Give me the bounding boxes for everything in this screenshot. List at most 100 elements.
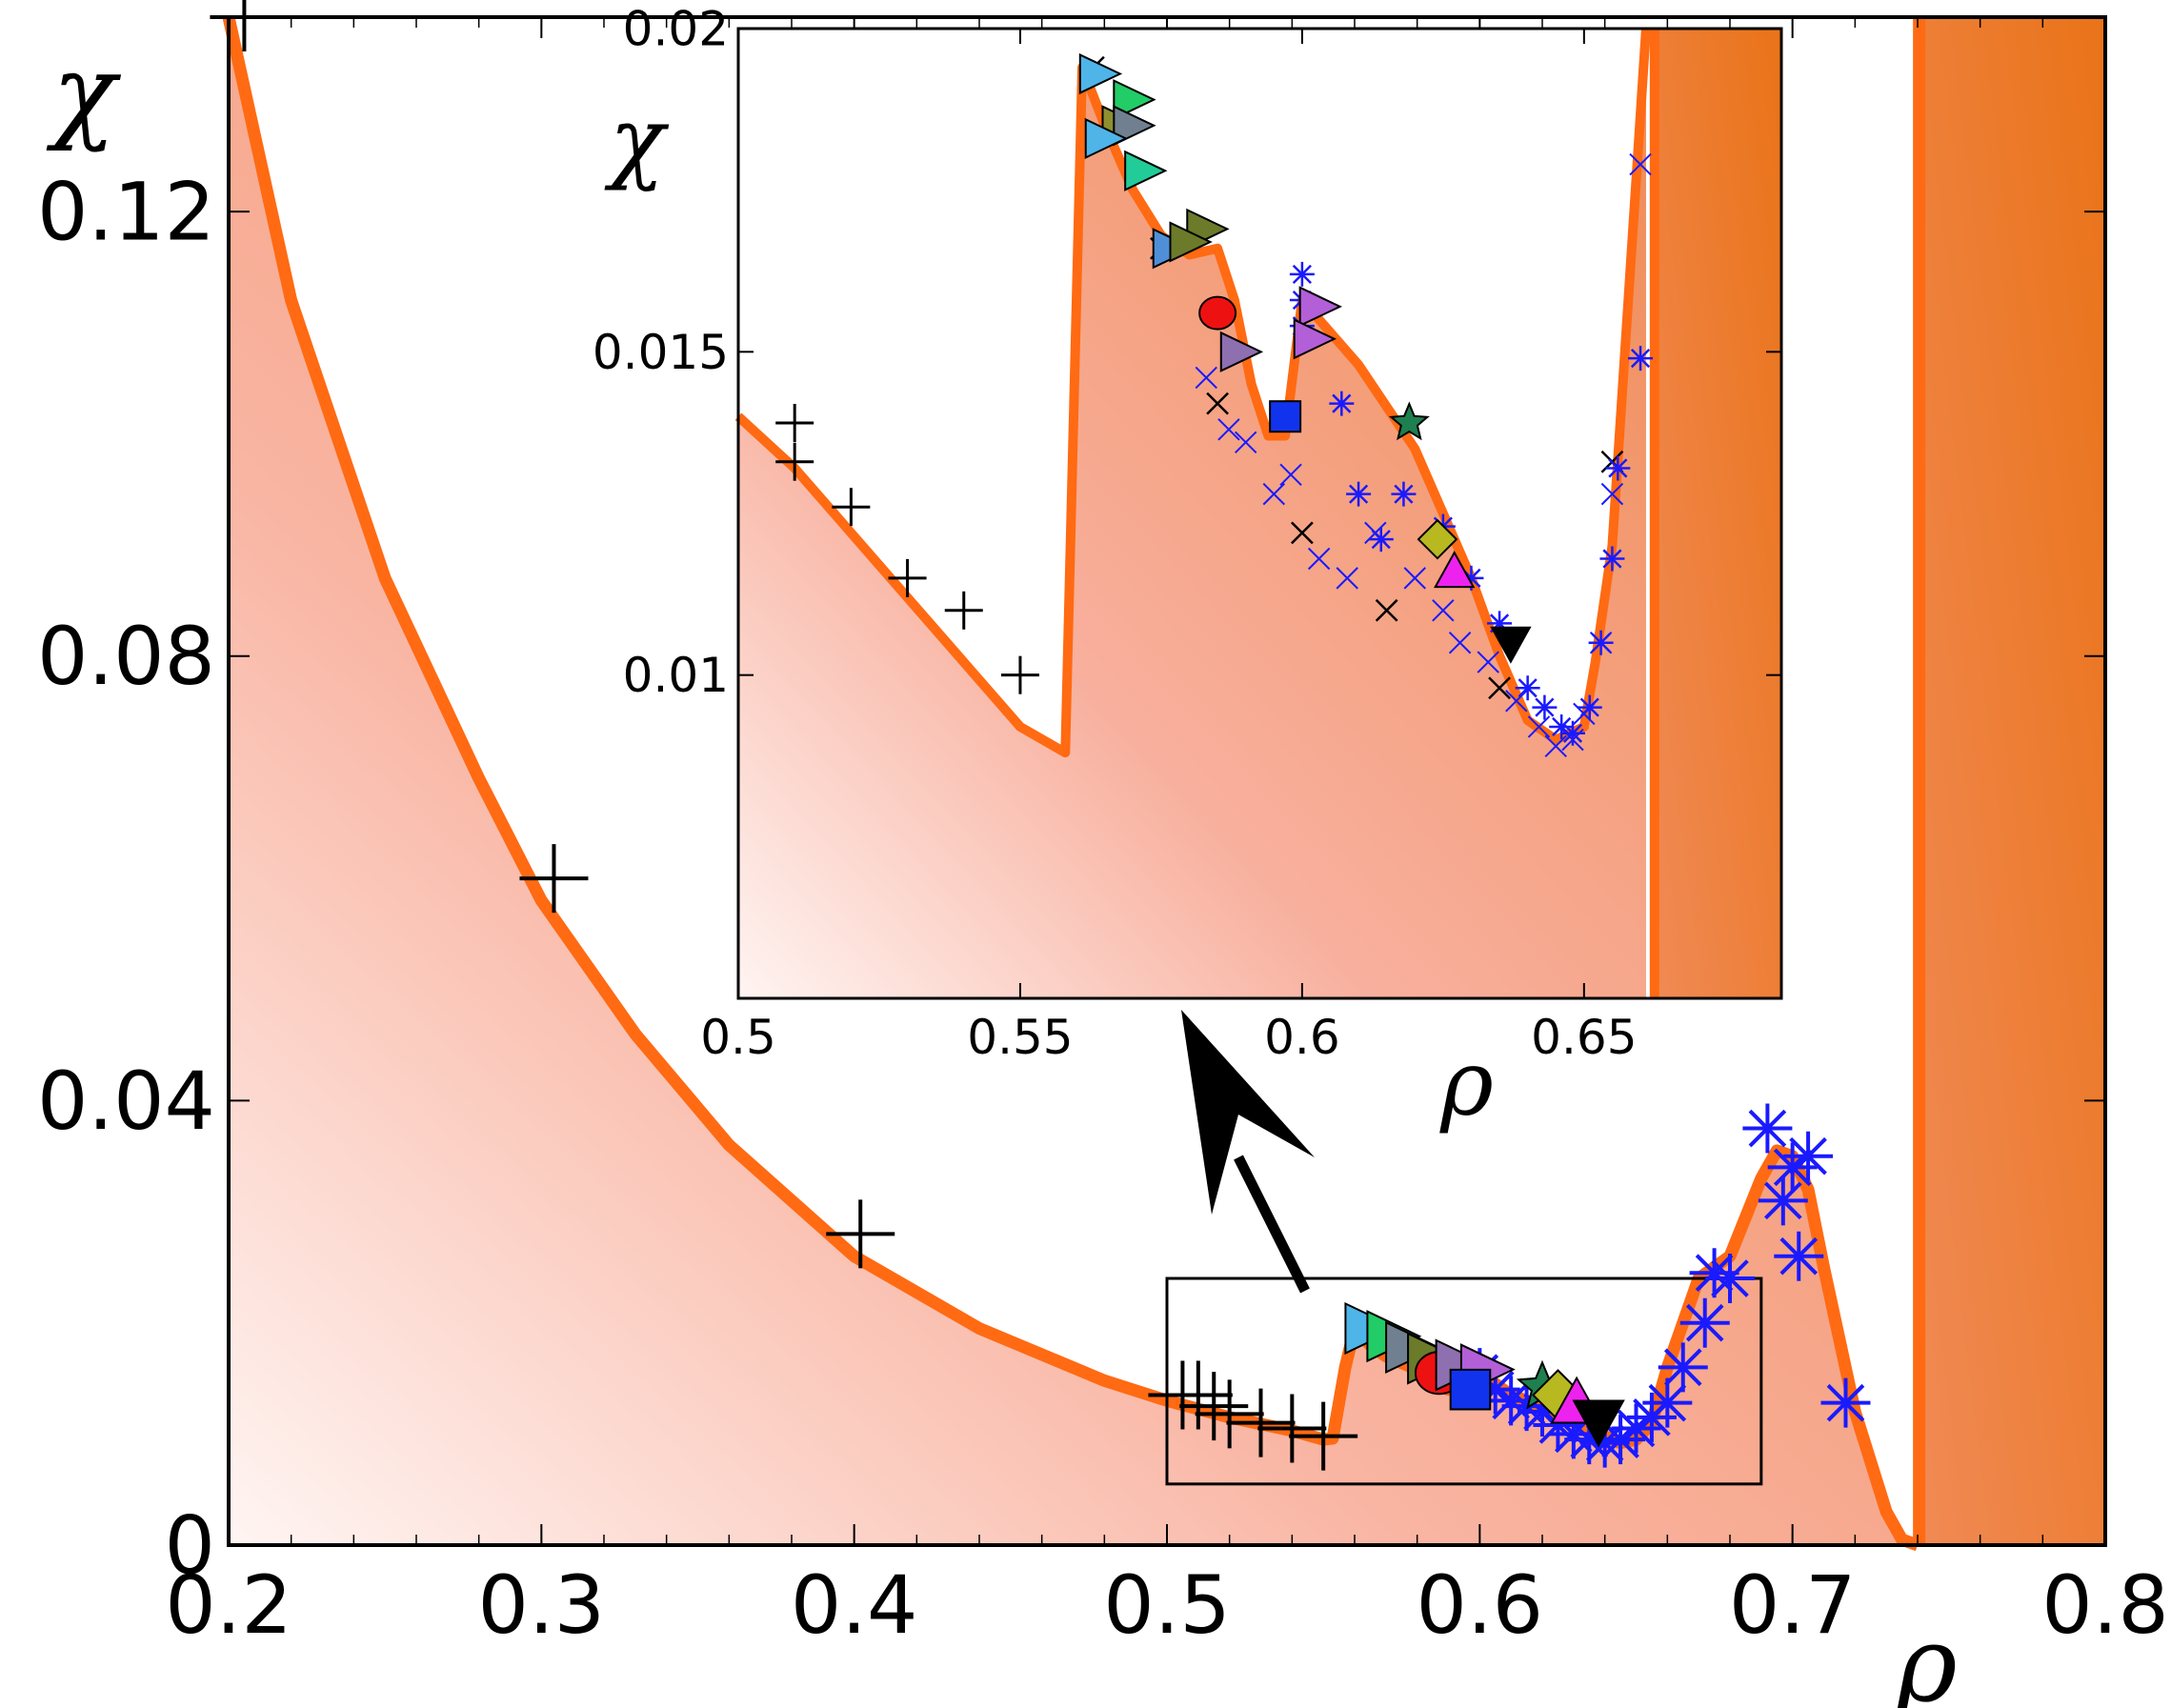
main-plot: 0.2 0.3 0.4 0.5 0.6 0.7 0.8 0 0.04 0.08 0.12 ρ χ <box>37 0 2169 1708</box>
star-marker <box>1774 1231 1824 1281</box>
x-marker <box>1206 392 1229 415</box>
star-marker <box>1705 1254 1755 1304</box>
star-marker <box>1758 1176 1808 1226</box>
x-marker <box>1279 463 1302 486</box>
plus-marker <box>1179 1372 1249 1441</box>
y-tick-label: 0 <box>165 1498 215 1592</box>
y-tick-label: 0.08 <box>37 610 215 703</box>
square-marker <box>1269 400 1302 433</box>
star5-marker <box>1388 401 1430 441</box>
star-marker <box>1628 346 1654 372</box>
star-marker <box>1742 1103 1793 1154</box>
arrow-annotation <box>1181 1010 1315 1294</box>
plus-marker <box>1195 1379 1264 1449</box>
x-tick-label: 0.7 <box>1729 1558 1857 1652</box>
plus-marker <box>1289 1401 1358 1471</box>
inset-plot: 0.5 0.55 0.6 0.65 0.01 0.015 0.02 ρ χ <box>593 2 1783 1136</box>
y-tick-label: 0.015 <box>593 325 729 380</box>
x-axis-title: ρ <box>1895 1603 1958 1708</box>
plus-marker <box>826 1199 895 1269</box>
x-tick-label: 0.4 <box>791 1558 918 1652</box>
tri-right-marker <box>1084 117 1129 159</box>
x-marker <box>1600 482 1624 506</box>
y-axis-title: χ <box>46 31 122 153</box>
star-marker <box>1560 720 1585 746</box>
star-marker <box>1658 1342 1708 1393</box>
y-axis-title: χ <box>604 89 670 193</box>
x-marker <box>1195 366 1217 390</box>
star-marker <box>1515 675 1540 701</box>
x-marker <box>1432 599 1455 622</box>
tri-right-marker <box>1293 318 1337 360</box>
tri-right-marker <box>1169 221 1213 263</box>
tri-right-marker <box>1298 286 1342 328</box>
plus-marker <box>519 844 589 914</box>
x-tick-label: 0.6 <box>1264 1010 1340 1065</box>
star-marker <box>1391 481 1417 507</box>
star-marker <box>1605 455 1631 481</box>
x-marker <box>1291 521 1314 545</box>
square-marker <box>1449 1368 1492 1411</box>
star-marker <box>1588 630 1614 655</box>
plus-marker <box>944 591 983 630</box>
x-tick-label: 0.3 <box>478 1558 606 1652</box>
plus-marker <box>832 488 871 527</box>
x-tick-label: 0.55 <box>967 1010 1073 1065</box>
x-marker <box>1336 567 1358 590</box>
y-tick-label: 0.12 <box>37 166 215 259</box>
diamond-marker <box>1417 518 1458 560</box>
tri-down-marker <box>1572 1399 1625 1448</box>
y-tick-label: 0.02 <box>623 2 729 57</box>
star-marker <box>1329 391 1355 416</box>
x-marker <box>1544 734 1567 758</box>
plus-marker <box>1163 1360 1233 1430</box>
x-marker <box>1488 676 1511 700</box>
tri-right-marker <box>1124 150 1168 191</box>
x-marker <box>1217 418 1240 441</box>
plus-marker <box>210 0 279 51</box>
plus-marker <box>888 558 927 597</box>
star-marker <box>1577 694 1602 720</box>
x-marker <box>1629 152 1652 176</box>
tri-down-marker <box>1490 626 1532 664</box>
area-fill <box>738 29 1646 998</box>
star-marker <box>1289 261 1315 287</box>
x-marker <box>1262 482 1286 506</box>
x-marker <box>1527 715 1551 738</box>
x-tick-label: 0.8 <box>2041 1558 2169 1652</box>
circle-marker <box>1198 295 1237 331</box>
star-marker <box>1346 481 1372 507</box>
x-tick-label: 0.5 <box>700 1010 776 1065</box>
star-marker <box>1532 694 1558 720</box>
x-tick-label: 0.65 <box>1531 1010 1637 1065</box>
star-marker <box>1599 546 1625 572</box>
plus-marker <box>775 403 814 442</box>
x-tick-label: 0.6 <box>1417 1558 1544 1652</box>
block-region <box>1654 29 1781 998</box>
plot-frame <box>736 27 1783 1000</box>
x-marker <box>1375 598 1398 622</box>
star-marker <box>1820 1377 1871 1428</box>
x-tick-label: 0.2 <box>165 1558 292 1652</box>
x-marker <box>1477 651 1499 673</box>
plus-marker <box>1000 655 1039 694</box>
star-marker <box>1368 527 1394 553</box>
star-marker <box>1679 1297 1730 1348</box>
plus-marker <box>775 442 814 481</box>
tri-right-marker <box>1078 52 1123 95</box>
x-axis-title: ρ <box>1439 1032 1494 1136</box>
y-tick-label: 0.01 <box>623 648 729 703</box>
tri-right-marker <box>1219 331 1264 372</box>
plus-marker <box>1226 1388 1296 1457</box>
tri-right-marker <box>1113 79 1156 121</box>
star-marker <box>1783 1131 1834 1181</box>
x-tick-label: 0.5 <box>1103 1558 1231 1652</box>
x-marker <box>1307 547 1331 571</box>
area-fill <box>229 17 1918 1545</box>
plus-marker <box>1257 1394 1327 1463</box>
x-marker <box>1234 431 1257 454</box>
tri-up-marker <box>1434 551 1476 589</box>
block-region <box>1919 17 2105 1545</box>
zoom-box <box>1165 1276 1763 1486</box>
